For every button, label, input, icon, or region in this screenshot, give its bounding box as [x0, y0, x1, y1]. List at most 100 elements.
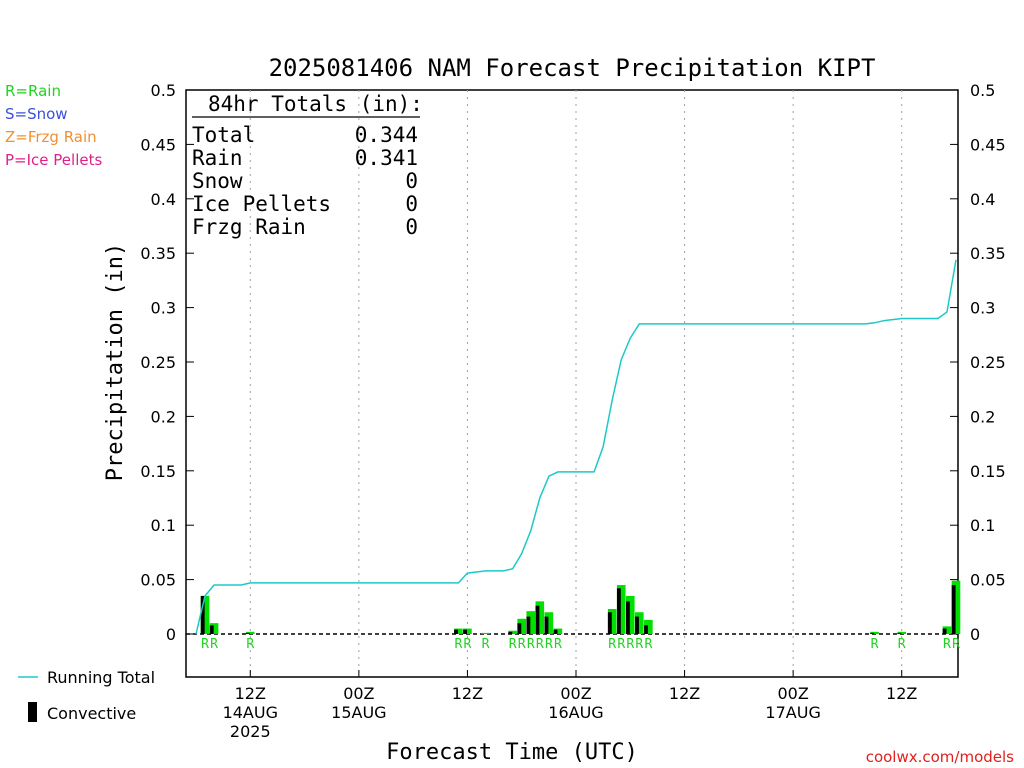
- rain-marker: R: [898, 637, 906, 652]
- x-tick-label: 15AUG: [331, 703, 386, 722]
- rain-marker: R: [608, 637, 616, 652]
- y-tick-label-right: 0.2: [970, 407, 995, 426]
- gridlines: [249, 90, 903, 677]
- y-tick-label: 0.35: [140, 244, 176, 263]
- rain-marker: R: [527, 637, 535, 652]
- y-tick-label-right: 0.5: [970, 81, 995, 100]
- running-total-legend-label: Running Total: [47, 668, 155, 687]
- y-axis-right: 0 0.05 0.1 0.15 0.2 0.25 0.3 0.35 0.4 0.45 0.5: [950, 81, 1006, 644]
- x-tick-label: 12Z: [669, 684, 700, 703]
- convective-bar: [526, 616, 531, 634]
- y-tick-label: 0.1: [151, 516, 176, 535]
- precip-bar: [607, 608, 617, 634]
- totals-label: Ice Pellets: [192, 192, 331, 216]
- x-tick-label: 00Z: [777, 684, 808, 703]
- y-tick-label-right: 0.4: [970, 190, 995, 209]
- precip-bar: [245, 631, 255, 634]
- x-tick-label: 12Z: [452, 684, 483, 703]
- precip-bar: [616, 585, 626, 634]
- rain-marker: R: [554, 637, 562, 652]
- convective-bar: [553, 629, 558, 634]
- rain-marker: R: [545, 637, 553, 652]
- precip-bar: [526, 611, 536, 634]
- y-tick-label-right: 0.1: [970, 516, 995, 535]
- convective-bar: [625, 601, 630, 634]
- y-tick-label-right: 0.15: [970, 462, 1006, 481]
- rain-marker: R: [952, 637, 960, 652]
- precip-bar: [481, 632, 490, 634]
- type-legend-item: S=Snow: [5, 105, 68, 123]
- totals-label: Total: [192, 123, 255, 147]
- x-tick-label: 17AUG: [765, 703, 820, 722]
- precip-bar: [897, 631, 907, 634]
- convective-bar: [870, 632, 875, 634]
- x-tick-label: 00Z: [560, 684, 591, 703]
- series-legend: Running Total Convective: [18, 668, 155, 723]
- convective-bar: [517, 623, 522, 634]
- precip-bars: [200, 580, 961, 634]
- precip-type-legend: R=Rain S=Snow Z=Frzg Rain P=Ice Pellets: [5, 82, 102, 169]
- precip-bar: [200, 595, 210, 634]
- precip-bar: [635, 612, 644, 634]
- totals-value: 0: [405, 215, 418, 239]
- y-tick-label-right: 0.35: [970, 244, 1006, 263]
- x-axis-label: Forecast Time (UTC): [386, 740, 638, 765]
- totals-value: 0.344: [355, 123, 418, 147]
- rain-marker: R: [454, 637, 462, 652]
- totals-header: 84hr Totals (in):: [208, 92, 423, 116]
- y-tick-label: 0.2: [151, 407, 176, 426]
- rain-marker: R: [617, 637, 625, 652]
- convective-bar: [463, 629, 467, 634]
- y-tick-label: 0.05: [140, 571, 176, 590]
- type-legend-item: Z=Frzg Rain: [5, 128, 97, 146]
- precip-bar: [870, 631, 879, 634]
- totals-value: 0.341: [355, 146, 418, 170]
- convective-bar: [635, 616, 639, 634]
- y-tick-label: 0.3: [151, 299, 176, 318]
- totals-label: Frzg Rain: [192, 215, 306, 239]
- y-tick-label: 0.15: [140, 462, 176, 481]
- y-tick-label: 0.45: [140, 135, 176, 154]
- plot-frame: [185, 89, 959, 678]
- y-axis-label: Precipitation (in): [103, 243, 128, 481]
- precip-bar: [625, 595, 635, 634]
- y-tick-label: 0.25: [140, 353, 176, 372]
- rain-marker: R: [871, 637, 879, 652]
- credit-text: coolwx.com/models: [866, 748, 1014, 766]
- precip-bar: [508, 630, 517, 634]
- rain-marker: R: [644, 637, 652, 652]
- type-legend-item: P=Ice Pellets: [5, 151, 102, 169]
- x-tick-label: 16AUG: [548, 703, 603, 722]
- convective-bar: [508, 631, 513, 634]
- totals-value: 0: [405, 192, 418, 216]
- x-tick-label: 14AUG: [223, 703, 278, 722]
- x-tick-label: 00Z: [343, 684, 374, 703]
- y-tick-label-right: 0.05: [970, 571, 1006, 590]
- precip-bar: [517, 618, 527, 634]
- totals-value: 0: [405, 169, 418, 193]
- convective-bar: [951, 585, 956, 634]
- precip-bar: [544, 612, 554, 634]
- y-tick-label: 0.4: [151, 190, 176, 209]
- rain-marker: R: [246, 637, 254, 652]
- convective-bar: [942, 628, 947, 634]
- precip-bar: [644, 619, 653, 634]
- precip-bar: [553, 628, 563, 634]
- rain-marker: R: [201, 637, 209, 652]
- rain-marker: R: [509, 637, 517, 652]
- rain-marker: R: [210, 637, 218, 652]
- precip-bar: [942, 626, 952, 634]
- running-total-line: [195, 259, 957, 635]
- convective-bar: [245, 632, 250, 634]
- convective-bar: [616, 588, 621, 634]
- rain-marker: R: [943, 637, 951, 652]
- x-tick-label: 12Z: [235, 684, 266, 703]
- convective-bar: [454, 629, 458, 634]
- precip-bar: [209, 623, 219, 634]
- x-tick-label: 2025: [230, 722, 271, 741]
- precip-bar: [951, 580, 961, 634]
- rain-marker: R: [635, 637, 643, 652]
